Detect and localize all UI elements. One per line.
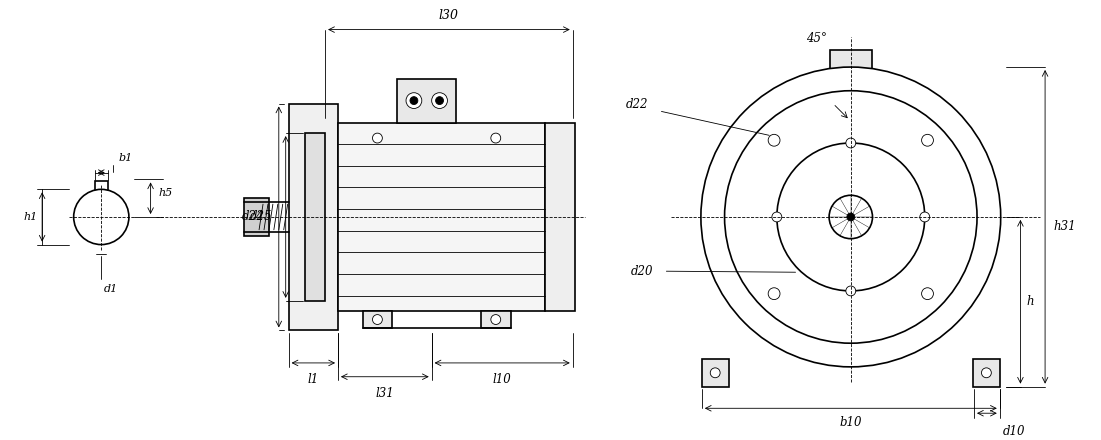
Text: h5: h5 (159, 188, 173, 198)
Bar (545, 123, 575, 311)
Bar (397, 79, 456, 123)
Bar (244, 198, 269, 236)
Circle shape (701, 67, 1001, 367)
Circle shape (768, 288, 780, 300)
Bar (95, 181, 108, 191)
Circle shape (406, 93, 422, 109)
Circle shape (847, 213, 854, 221)
Bar (701, 359, 729, 387)
Text: d1: d1 (105, 284, 119, 294)
Text: d20: d20 (631, 265, 653, 278)
Circle shape (74, 189, 129, 245)
Bar (305, 133, 325, 301)
Text: l31: l31 (375, 387, 394, 400)
Circle shape (710, 368, 720, 378)
Circle shape (981, 368, 991, 378)
Circle shape (491, 315, 501, 324)
Circle shape (724, 91, 977, 343)
Circle shape (922, 134, 934, 146)
Bar (288, 103, 338, 330)
Circle shape (846, 286, 855, 296)
Circle shape (432, 93, 447, 109)
Text: d10: d10 (1003, 425, 1025, 438)
Bar (830, 50, 872, 72)
Text: d25: d25 (250, 210, 272, 224)
Circle shape (436, 97, 444, 105)
Text: b10: b10 (840, 416, 862, 429)
Text: h: h (1026, 295, 1034, 308)
Circle shape (777, 143, 925, 291)
Text: l30: l30 (439, 9, 459, 22)
Text: h31: h31 (1053, 220, 1076, 233)
Circle shape (372, 315, 382, 324)
Circle shape (768, 134, 780, 146)
Text: d22: d22 (625, 98, 648, 111)
Circle shape (772, 212, 782, 222)
Circle shape (372, 133, 382, 143)
Circle shape (919, 212, 929, 222)
Circle shape (846, 138, 855, 148)
Circle shape (410, 97, 418, 105)
Text: b1: b1 (119, 153, 133, 163)
Text: l10: l10 (493, 373, 512, 386)
Bar (973, 359, 1000, 387)
Circle shape (829, 195, 872, 238)
Bar (338, 123, 545, 311)
Bar (481, 311, 511, 328)
Bar (362, 311, 392, 328)
Text: h1: h1 (23, 212, 37, 222)
Text: 45°: 45° (806, 33, 827, 45)
Text: d24: d24 (241, 210, 264, 224)
Circle shape (922, 288, 934, 300)
Circle shape (491, 133, 501, 143)
Text: l1: l1 (307, 373, 319, 386)
